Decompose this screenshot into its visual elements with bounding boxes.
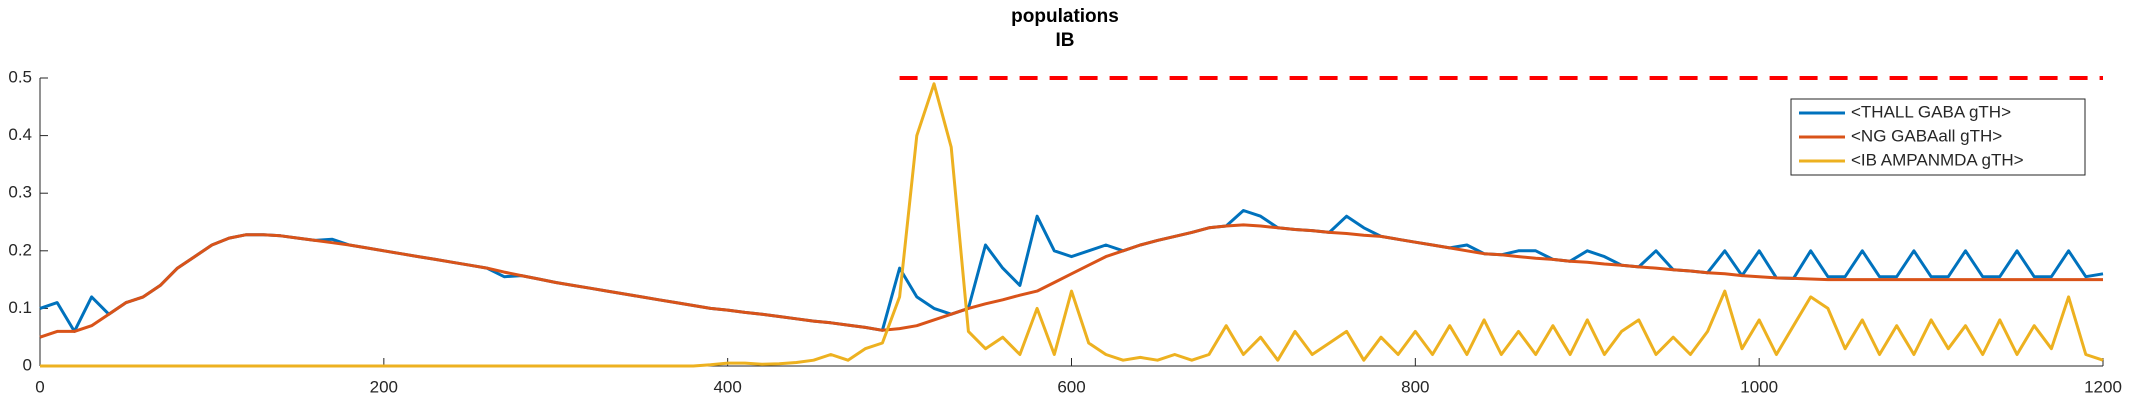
legend-label: <THALL GABA gTH> bbox=[1851, 102, 2011, 121]
x-tick-label: 0 bbox=[35, 377, 44, 396]
x-tick-label: 600 bbox=[1057, 377, 1085, 396]
y-tick-label: 0.2 bbox=[8, 240, 32, 259]
x-tick-label: 200 bbox=[370, 377, 398, 396]
x-tick-label: 1000 bbox=[1740, 377, 1778, 396]
chart-title: populations bbox=[1011, 6, 1119, 27]
y-tick-label: 0 bbox=[23, 355, 32, 374]
x-tick-label: 1200 bbox=[2084, 377, 2122, 396]
legend-label: <IB AMPANMDA gTH> bbox=[1851, 150, 2024, 169]
y-tick-label: 0.4 bbox=[8, 125, 32, 144]
series-line bbox=[40, 82, 2104, 368]
legend-label: <NG GABAall gTH> bbox=[1851, 126, 2002, 145]
series-line bbox=[39, 209, 2104, 333]
y-tick-label: 0.3 bbox=[8, 183, 32, 202]
y-tick-label: 0.5 bbox=[8, 67, 32, 86]
x-tick-label: 800 bbox=[1401, 377, 1429, 396]
x-tick-label: 400 bbox=[713, 377, 741, 396]
series-line bbox=[39, 223, 2103, 339]
y-tick-label: 0.1 bbox=[8, 298, 32, 317]
chart-subtitle: IB bbox=[1056, 30, 1075, 51]
